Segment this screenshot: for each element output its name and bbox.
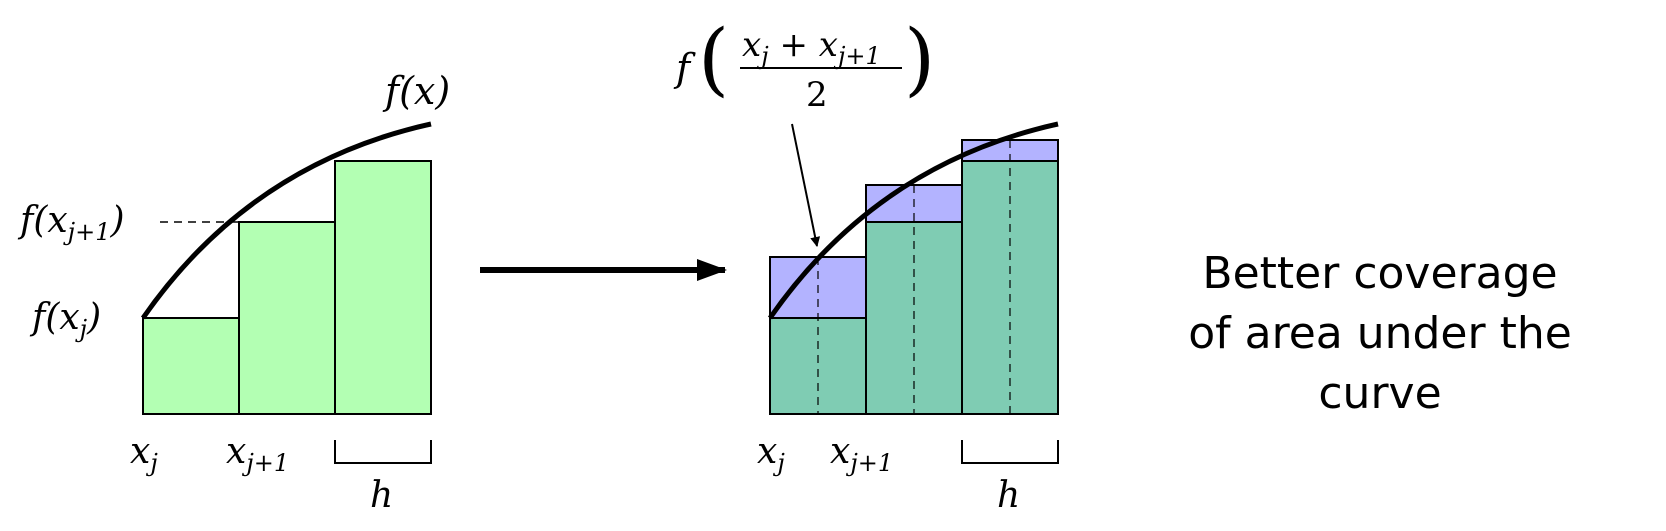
left-h-label: h: [370, 475, 393, 516]
midpoint-formula: f ( xj + xj+1 2 ): [673, 12, 935, 115]
svg-text:f: f: [673, 46, 696, 90]
f-xj1-label: f(xj+1): [17, 200, 125, 246]
midpoint-pointer-arrow: [792, 124, 817, 246]
left-bar-3: [335, 161, 431, 414]
f-xj-label: f(xj): [29, 297, 101, 343]
formula-open-paren: (: [698, 12, 729, 105]
left-x-j-label: xj: [130, 431, 158, 477]
right-h-label: h: [997, 475, 1020, 516]
left-panel: f(x) f(xj+1) f(xj) xj xj+1 h: [17, 69, 450, 516]
annotation-line-2: of area under the curve: [1130, 304, 1630, 424]
formula-close-paren: ): [904, 12, 935, 105]
right-panel: f ( xj + xj+1 2 ) xj xj+1 h: [673, 12, 1058, 516]
svg-text:2: 2: [806, 75, 828, 115]
svg-text:xj + xj+1: xj + xj+1: [742, 25, 881, 70]
annotation-line-1: Better coverage: [1130, 244, 1630, 304]
left-bar-2: [239, 222, 335, 414]
right-x-j-label: xj: [757, 431, 785, 477]
left-x-j1-label: xj+1: [226, 431, 289, 477]
left-h-bracket: [335, 440, 431, 463]
left-bar-1: [143, 318, 239, 414]
curve-label: f(x): [382, 69, 450, 113]
coverage-annotation: Better coverage of area under the curve: [1130, 244, 1630, 424]
right-x-j1-label: xj+1: [830, 431, 893, 477]
right-h-bracket: [962, 440, 1058, 463]
